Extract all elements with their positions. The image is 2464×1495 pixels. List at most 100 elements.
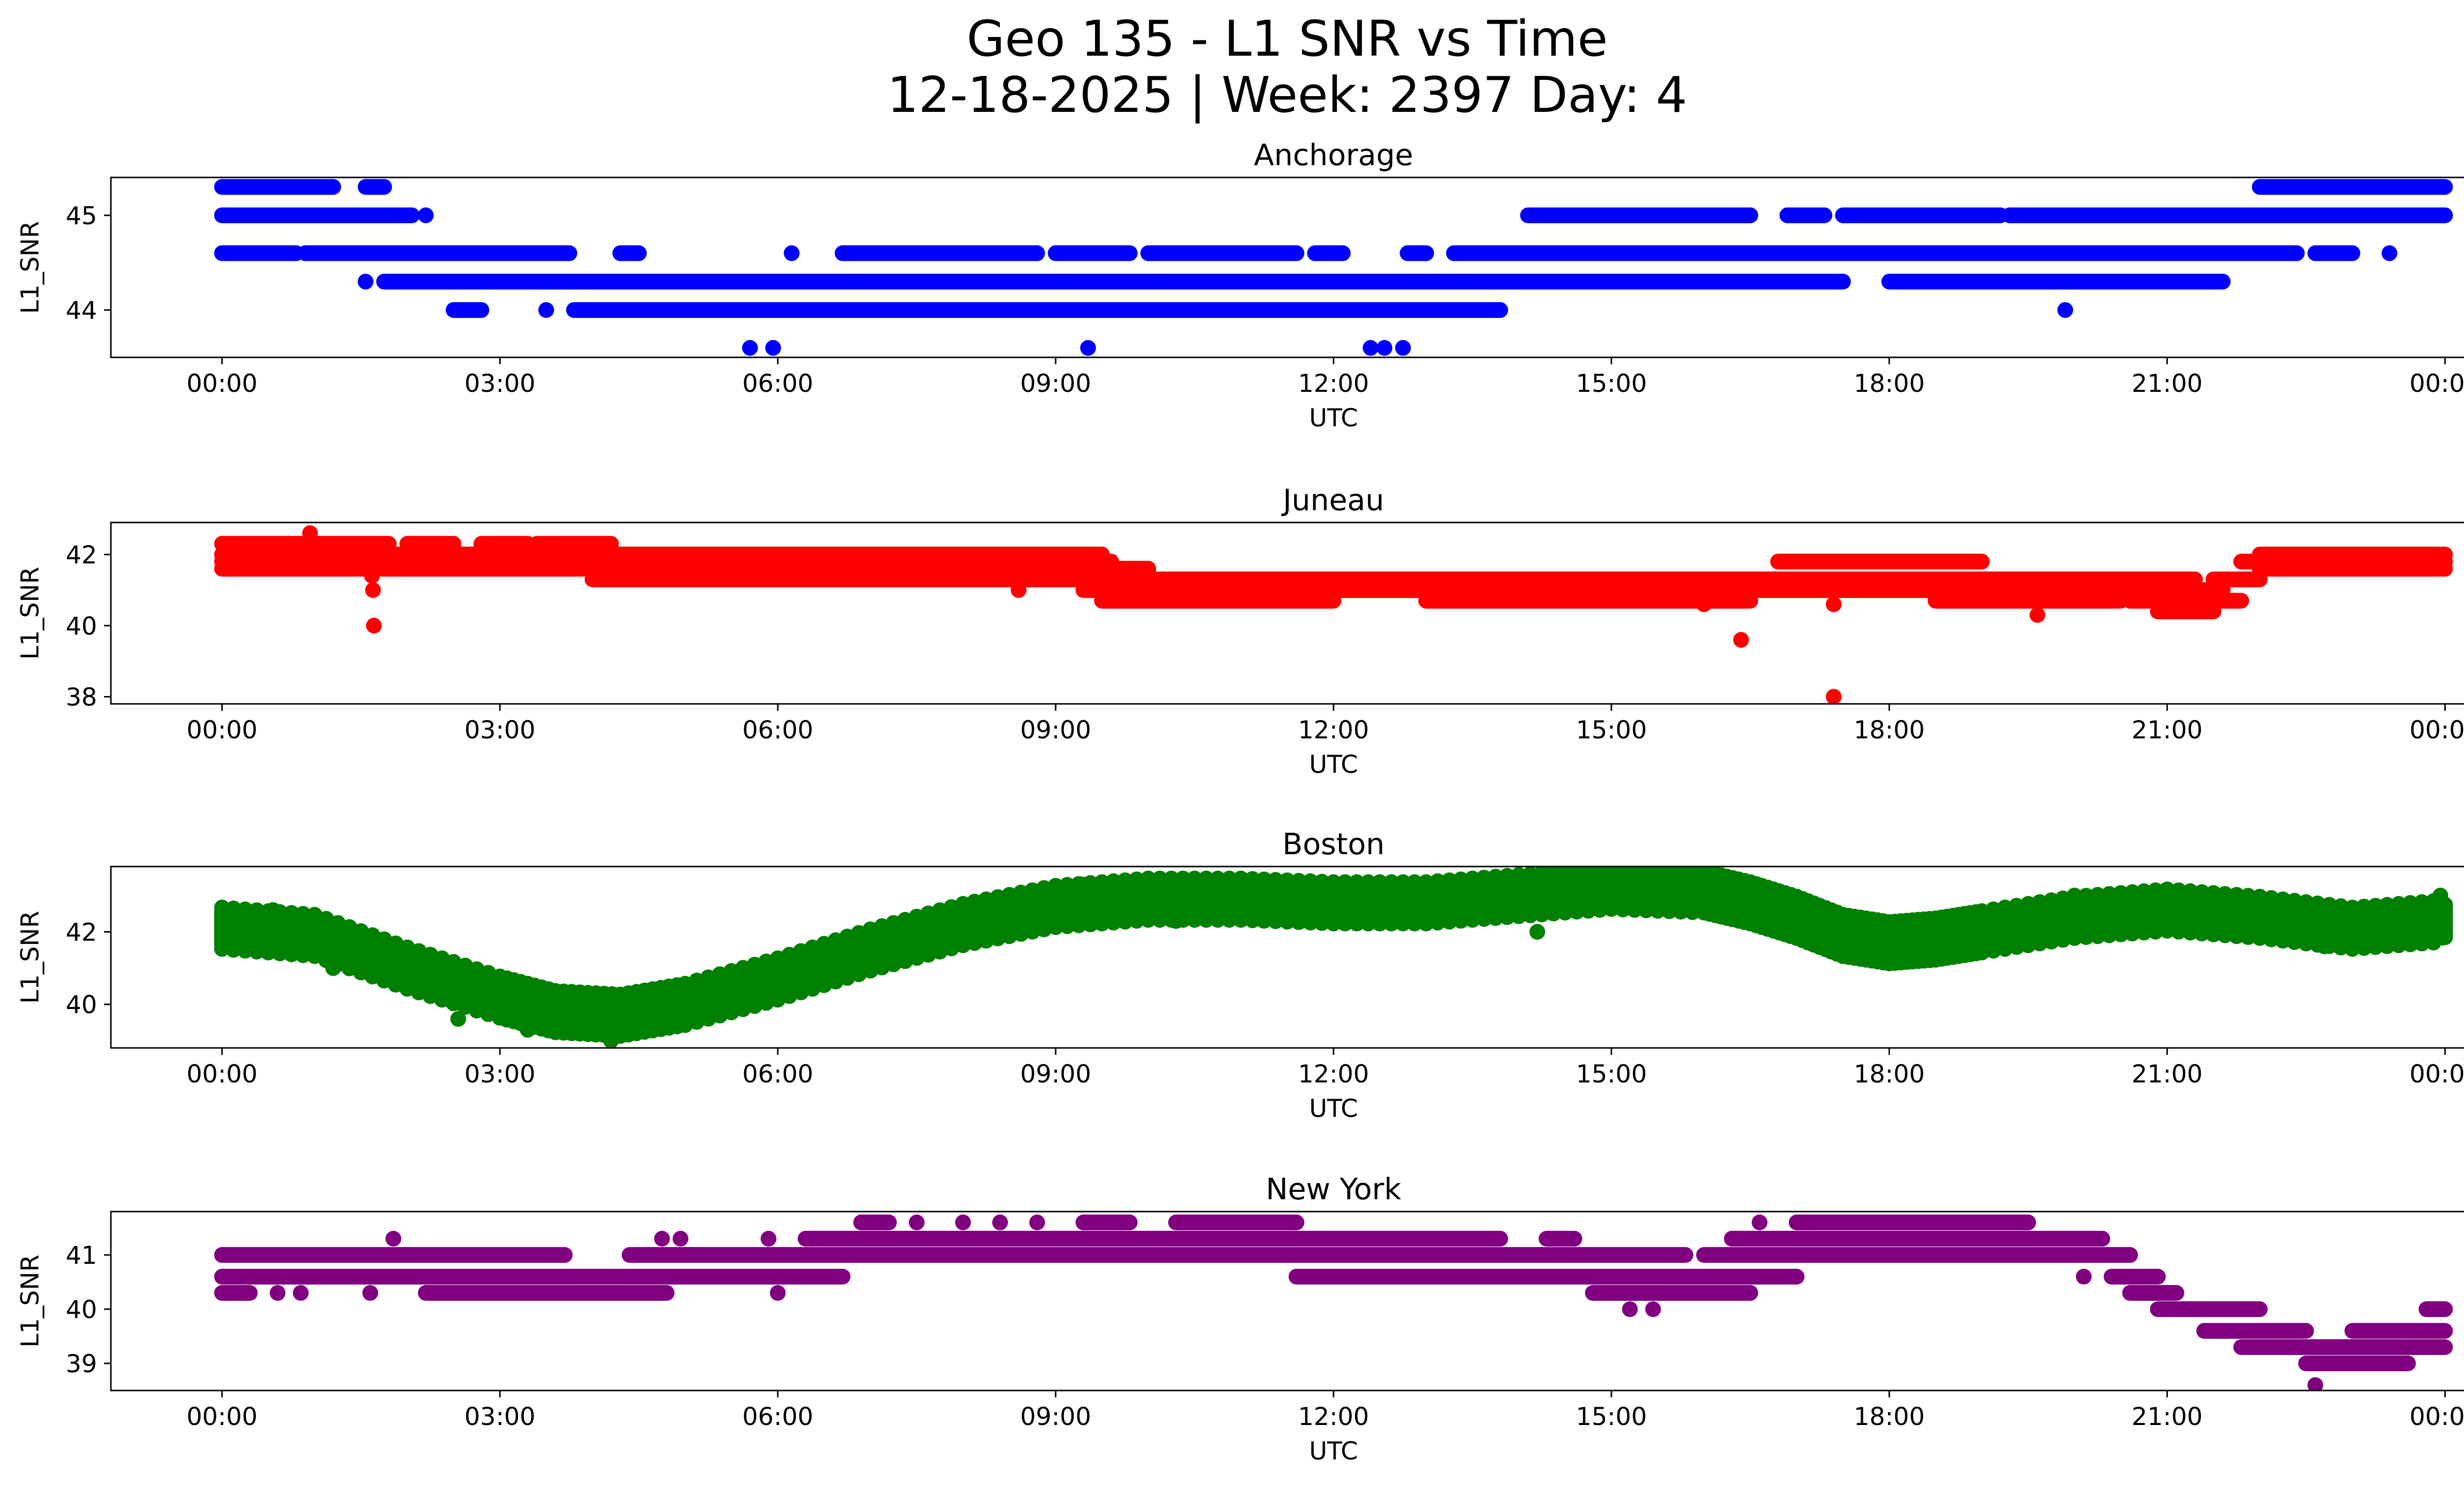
data-point: [2298, 936, 2314, 952]
data-point: [2228, 928, 2245, 944]
data-point: [1974, 944, 1990, 961]
data-point: [2182, 883, 2198, 900]
x-tick-label: 12:00: [1298, 1060, 1369, 1088]
data-point: [2344, 900, 2361, 916]
data-point: [295, 947, 311, 963]
data-point: [2379, 897, 2395, 913]
subplot-title: New York: [1266, 1172, 1402, 1207]
data-point: [1418, 915, 1434, 932]
data-point: [1499, 868, 1515, 884]
data-point: [1661, 903, 1677, 919]
data-point: [1997, 900, 2013, 916]
y-axis-label: L1_SNR: [16, 1254, 44, 1348]
data-point: [770, 1285, 786, 1301]
data-point: [2333, 939, 2349, 956]
data-point: [2089, 928, 2106, 944]
data-point: [1441, 872, 1457, 888]
data-point: [2217, 886, 2233, 902]
data-point: [1534, 906, 1550, 923]
data-point: [1233, 912, 1249, 928]
y-tick-label: 44: [66, 296, 97, 325]
x-tick-label: 15:00: [1576, 369, 1647, 398]
x-tick-label: 00:00: [2409, 1060, 2464, 1088]
data-point: [2020, 896, 2036, 912]
scatter-series: [214, 867, 2453, 1048]
data-point: [226, 941, 242, 958]
data-point: [385, 1231, 402, 1247]
data-point: [2287, 893, 2303, 909]
data-point: [2263, 890, 2280, 906]
x-tick-label: 15:00: [1576, 716, 1647, 744]
x-tick-label: 00:00: [2409, 1402, 2464, 1431]
data-point: [2344, 938, 2361, 954]
data-point: [2101, 886, 2118, 902]
scatter-series: [214, 179, 2453, 356]
x-tick-label: 21:00: [2132, 369, 2203, 398]
x-tick-label: 21:00: [2132, 716, 2203, 744]
data-point: [1487, 869, 1504, 885]
x-tick-label: 18:00: [1854, 369, 1925, 398]
data-point: [1094, 874, 1110, 890]
data-point: [2194, 884, 2210, 900]
y-tick-label: 41: [66, 1241, 97, 1270]
data-point: [1256, 913, 1272, 929]
y-tick-label: 39: [66, 1350, 97, 1378]
data-point: [1464, 870, 1480, 887]
data-point: [1129, 871, 1145, 888]
data-point: [2113, 885, 2129, 901]
data-point: [249, 943, 265, 960]
data-point: [1751, 1215, 1768, 1230]
data-point: [2171, 924, 2187, 940]
data-point: [2240, 929, 2257, 945]
x-tick-label: 09:00: [1020, 1402, 1091, 1431]
data-point: [1279, 913, 1296, 930]
data-point: [1094, 915, 1110, 932]
data-point: [1453, 913, 1469, 929]
data-point: [1129, 913, 1145, 929]
data-point: [2159, 923, 2175, 939]
data-point: [2148, 924, 2164, 940]
x-tick-label: 06:00: [742, 1060, 813, 1088]
data-point: [1348, 915, 1365, 932]
data-point: [992, 1215, 1008, 1230]
x-tick-label: 15:00: [1576, 1402, 1647, 1431]
figure-title-line2: 12-18-2025 | Week: 2397 Day: 4: [887, 66, 1687, 124]
data-point: [1117, 913, 1133, 930]
x-axis-label: UTC: [1309, 1094, 1358, 1123]
data-point: [2020, 937, 2036, 953]
x-tick-label: 00:00: [2409, 716, 2464, 744]
y-axis-label: L1_SNR: [16, 911, 44, 1004]
y-tick-label: 42: [66, 541, 97, 569]
y-tick-label: 40: [66, 1295, 97, 1324]
x-tick-label: 18:00: [1854, 1402, 1925, 1431]
y-tick-label: 40: [66, 612, 97, 640]
data-point: [1371, 915, 1388, 932]
data-point: [2101, 927, 2118, 943]
data-point: [1529, 924, 1545, 940]
data-point: [214, 900, 230, 916]
data-point: [1733, 632, 1749, 648]
data-point: [1383, 915, 1400, 932]
x-tick-label: 06:00: [742, 716, 813, 744]
data-point: [226, 901, 242, 917]
data-point: [1307, 1269, 1323, 1285]
data-point: [2414, 894, 2430, 910]
data-point: [784, 245, 800, 261]
data-point: [1825, 596, 1842, 612]
data-point: [1985, 901, 2002, 917]
data-point: [362, 1285, 378, 1301]
data-point: [1291, 872, 1307, 889]
data-point: [1395, 340, 1411, 356]
data-point: [2205, 926, 2222, 942]
data-point: [1314, 915, 1330, 931]
data-point: [2055, 932, 2071, 948]
data-point: [249, 902, 265, 918]
data-point: [1487, 910, 1504, 926]
data-point: [1985, 942, 2002, 959]
data-point: [2171, 882, 2187, 899]
data-point: [357, 274, 374, 290]
subplot-boston: Boston 00:00 03:00 06:00 09:00 12:00 15:00 18:0…: [16, 827, 2464, 1123]
data-point: [2367, 898, 2384, 914]
data-point: [1615, 902, 1631, 918]
data-point: [519, 1022, 536, 1038]
